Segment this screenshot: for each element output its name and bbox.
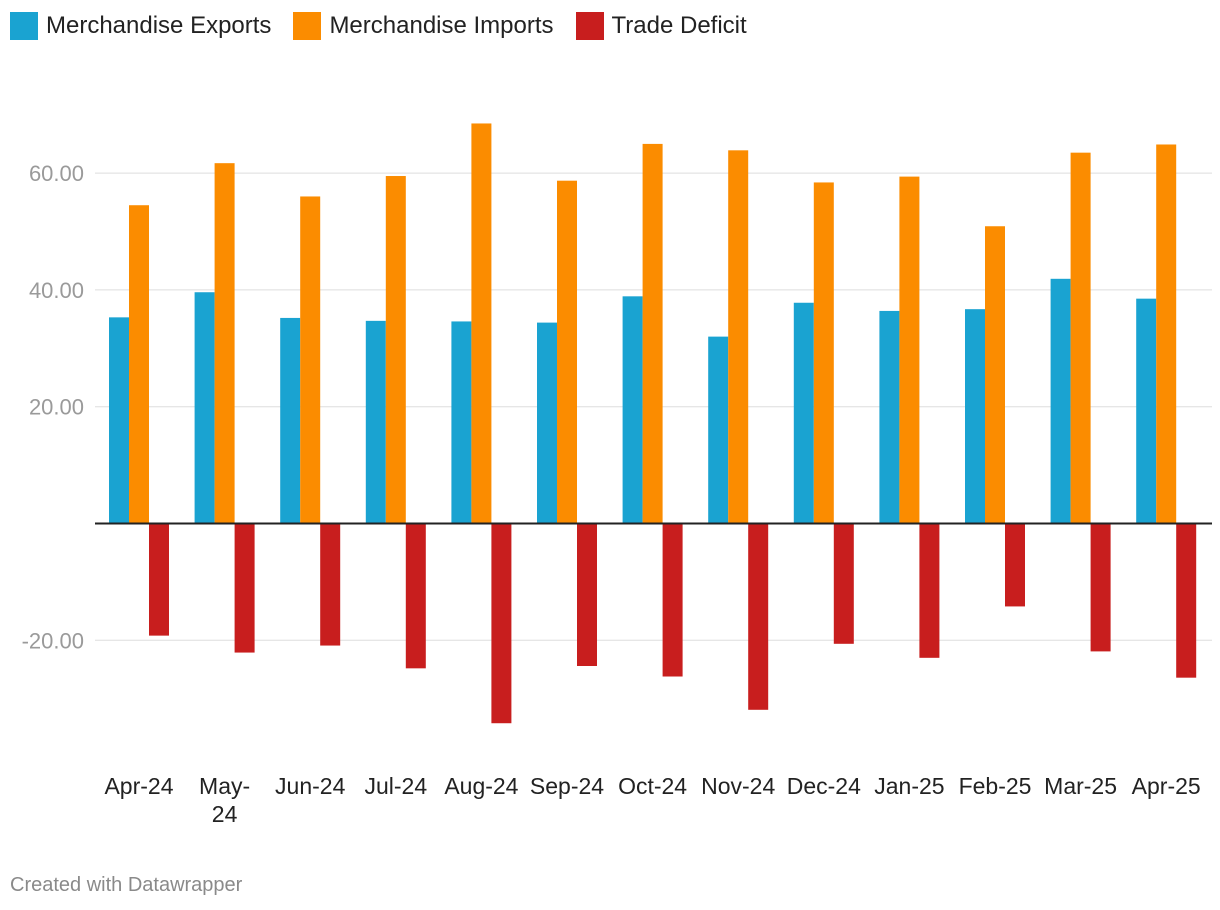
- x-tick-label: Mar-25: [1044, 773, 1117, 799]
- x-tick-label: Jan-25: [874, 773, 944, 799]
- legend-label-exports: Merchandise Exports: [46, 12, 272, 39]
- x-tick-label: Feb-25: [959, 773, 1032, 799]
- bar: [793, 302, 814, 524]
- x-tick-label: May-: [199, 773, 250, 799]
- bar: [1050, 278, 1071, 524]
- bar: [1070, 152, 1091, 524]
- x-tick-label: Apr-24: [104, 773, 173, 799]
- y-tick-label: -20.00: [22, 628, 84, 653]
- bar: [748, 523, 769, 710]
- bar: [813, 182, 834, 524]
- bar: [965, 309, 985, 524]
- bar: [471, 123, 492, 524]
- bar: [129, 205, 149, 524]
- legend-item-exports[interactable]: Merchandise Exports: [10, 12, 271, 40]
- bar: [557, 180, 577, 524]
- legend-swatch-imports: [293, 12, 322, 40]
- x-tick-label: Oct-24: [618, 773, 687, 799]
- legend-swatch-exports: [10, 12, 38, 40]
- x-tick-label: Dec-24: [787, 773, 861, 799]
- bar: [899, 176, 920, 524]
- x-tick-label: Apr-25: [1132, 773, 1201, 799]
- x-tick-label: Aug-24: [444, 773, 518, 799]
- bar: [642, 143, 663, 524]
- bar: [1176, 523, 1197, 678]
- bar: [300, 196, 321, 524]
- bar: [1090, 523, 1111, 652]
- bar: [1136, 298, 1157, 524]
- legend-label-imports: Merchandise Imports: [329, 12, 554, 39]
- legend-item-deficit[interactable]: Trade Deficit: [575, 12, 747, 40]
- x-tick-label: 24: [212, 801, 238, 827]
- legend: Merchandise Exports Merchandise Imports …: [10, 12, 747, 40]
- y-tick-label: 40.00: [29, 278, 84, 303]
- bar: [320, 523, 341, 646]
- y-tick-label: 20.00: [29, 395, 84, 420]
- bar: [491, 523, 512, 724]
- bar: [1005, 523, 1025, 607]
- x-tick-label: Nov-24: [701, 773, 775, 799]
- bar: [708, 336, 729, 524]
- bar: [833, 523, 854, 644]
- bar: [405, 523, 426, 669]
- bar: [537, 322, 557, 524]
- bar: [365, 320, 386, 524]
- bar: [109, 317, 129, 524]
- bar: [385, 176, 406, 524]
- bar: [451, 321, 472, 524]
- x-tick-label: Jun-24: [275, 773, 346, 799]
- bar: [728, 150, 749, 524]
- bar: [149, 523, 169, 636]
- legend-label-deficit: Trade Deficit: [611, 12, 747, 39]
- bar: [879, 310, 900, 524]
- bar: [214, 163, 235, 524]
- y-tick-label: 60.00: [29, 161, 84, 186]
- legend-swatch-deficit: [575, 12, 604, 40]
- bar: [194, 292, 215, 524]
- x-tick-label: Sep-24: [530, 773, 604, 799]
- x-tick-label: Jul-24: [364, 773, 427, 799]
- bar: [234, 523, 255, 653]
- legend-item-imports[interactable]: Merchandise Imports: [293, 12, 554, 40]
- bar: [280, 317, 301, 524]
- bar: [1156, 144, 1177, 524]
- bar: [622, 296, 643, 524]
- credit-text[interactable]: Created with Datawrapper: [10, 874, 243, 896]
- bar: [985, 226, 1005, 524]
- bar: [662, 523, 683, 677]
- bar: [919, 523, 940, 658]
- bar: [577, 523, 597, 666]
